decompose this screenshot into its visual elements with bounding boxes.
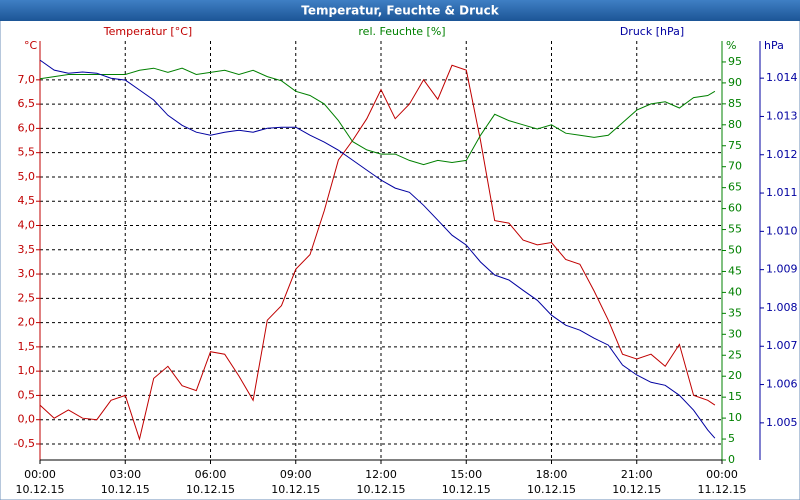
y2-tick-label: 50: [728, 244, 742, 257]
y2-tick-label: 60: [728, 202, 742, 215]
x-tick-date: 10.12.15: [101, 483, 150, 496]
y2-tick-label: 45: [728, 264, 742, 277]
x-tick-date: 10.12.15: [442, 483, 491, 496]
x-tick-label: 15:00: [450, 468, 482, 481]
y2-tick-label: 0: [728, 453, 735, 466]
y2-tick-label: 75: [728, 139, 742, 152]
y-tick-label: 4,5: [18, 194, 36, 207]
y3-tick-label: 1.012: [766, 148, 798, 161]
y2-tick-label: 5: [728, 432, 735, 445]
series-line: [39, 67, 716, 166]
x-tick-label: 03:00: [109, 468, 141, 481]
y2-tick-label: 30: [728, 327, 742, 340]
y-tick-label: 3,0: [18, 267, 36, 280]
y-tick-label: 1,5: [18, 340, 36, 353]
x-tick-label: 18:00: [536, 468, 568, 481]
y2-tick-label: 70: [728, 160, 742, 173]
y-unit: °C: [24, 39, 38, 52]
legend-label: Druck [hPa]: [620, 25, 684, 38]
legend-label: Temperatur [°C]: [103, 25, 192, 38]
y-tick-label: 5,0: [18, 170, 36, 183]
y3-tick-label: 1.005: [766, 416, 798, 429]
y-tick-label: 3,5: [18, 243, 36, 256]
x-tick-label: 00:00: [24, 468, 56, 481]
y-tick-label: 7,0: [18, 73, 36, 86]
y3-tick-label: 1.014: [766, 71, 798, 84]
y-tick-label: 2,0: [18, 316, 36, 329]
y2-tick-label: 10: [728, 411, 742, 424]
y3-unit: hPa: [764, 39, 784, 52]
y2-tick-label: 95: [728, 55, 742, 68]
y3-tick-label: 1.013: [766, 109, 798, 122]
y2-tick-label: 25: [728, 348, 742, 361]
y-tick-label: 1,0: [18, 364, 36, 377]
y2-unit: %: [726, 39, 736, 52]
y2-tick-label: 85: [728, 97, 742, 110]
x-tick-label: 06:00: [195, 468, 227, 481]
y2-tick-label: 90: [728, 76, 742, 89]
legend-label: rel. Feuchte [%]: [358, 25, 445, 38]
y-tick-label: -0,5: [14, 437, 35, 450]
x-tick-label: 09:00: [280, 468, 312, 481]
y2-tick-label: 35: [728, 306, 742, 319]
series-line: [39, 59, 716, 439]
x-tick-date: 10.12.15: [186, 483, 235, 496]
y-tick-label: 4,0: [18, 218, 36, 231]
y3-tick-label: 1.007: [766, 339, 798, 352]
y-tick-label: 6,5: [18, 97, 36, 110]
x-tick-date: 10.12.15: [612, 483, 661, 496]
y2-tick-label: 80: [728, 118, 742, 131]
title-bar: [0, 0, 800, 21]
y-tick-label: 5,5: [18, 146, 36, 159]
x-tick-label: 21:00: [621, 468, 653, 481]
chart-title: Temperatur, Feuchte & Druck: [301, 4, 499, 18]
x-tick-date: 10.12.15: [271, 483, 320, 496]
x-tick-date: 10.12.15: [16, 483, 65, 496]
y-tick-label: 0,0: [18, 413, 36, 426]
y3-tick-label: 1.008: [766, 301, 798, 314]
y3-tick-label: 1.009: [766, 263, 798, 276]
x-tick-label: 00:00: [706, 468, 738, 481]
y2-tick-label: 15: [728, 390, 742, 403]
x-tick-label: 12:00: [365, 468, 397, 481]
x-tick-date: 11.12.15: [698, 483, 747, 496]
y2-tick-label: 65: [728, 181, 742, 194]
y3-tick-label: 1.011: [766, 186, 798, 199]
y2-tick-label: 40: [728, 285, 742, 298]
y3-tick-label: 1.010: [766, 224, 798, 237]
y-tick-label: 0,5: [18, 388, 36, 401]
y-tick-label: 2,5: [18, 291, 36, 304]
y2-tick-label: 55: [728, 223, 742, 236]
series-line: [39, 64, 716, 441]
x-tick-date: 10.12.15: [357, 483, 406, 496]
y-tick-label: 6,0: [18, 121, 36, 134]
y2-tick-label: 20: [728, 369, 742, 382]
y3-tick-label: 1.006: [766, 378, 798, 391]
x-tick-date: 10.12.15: [527, 483, 576, 496]
